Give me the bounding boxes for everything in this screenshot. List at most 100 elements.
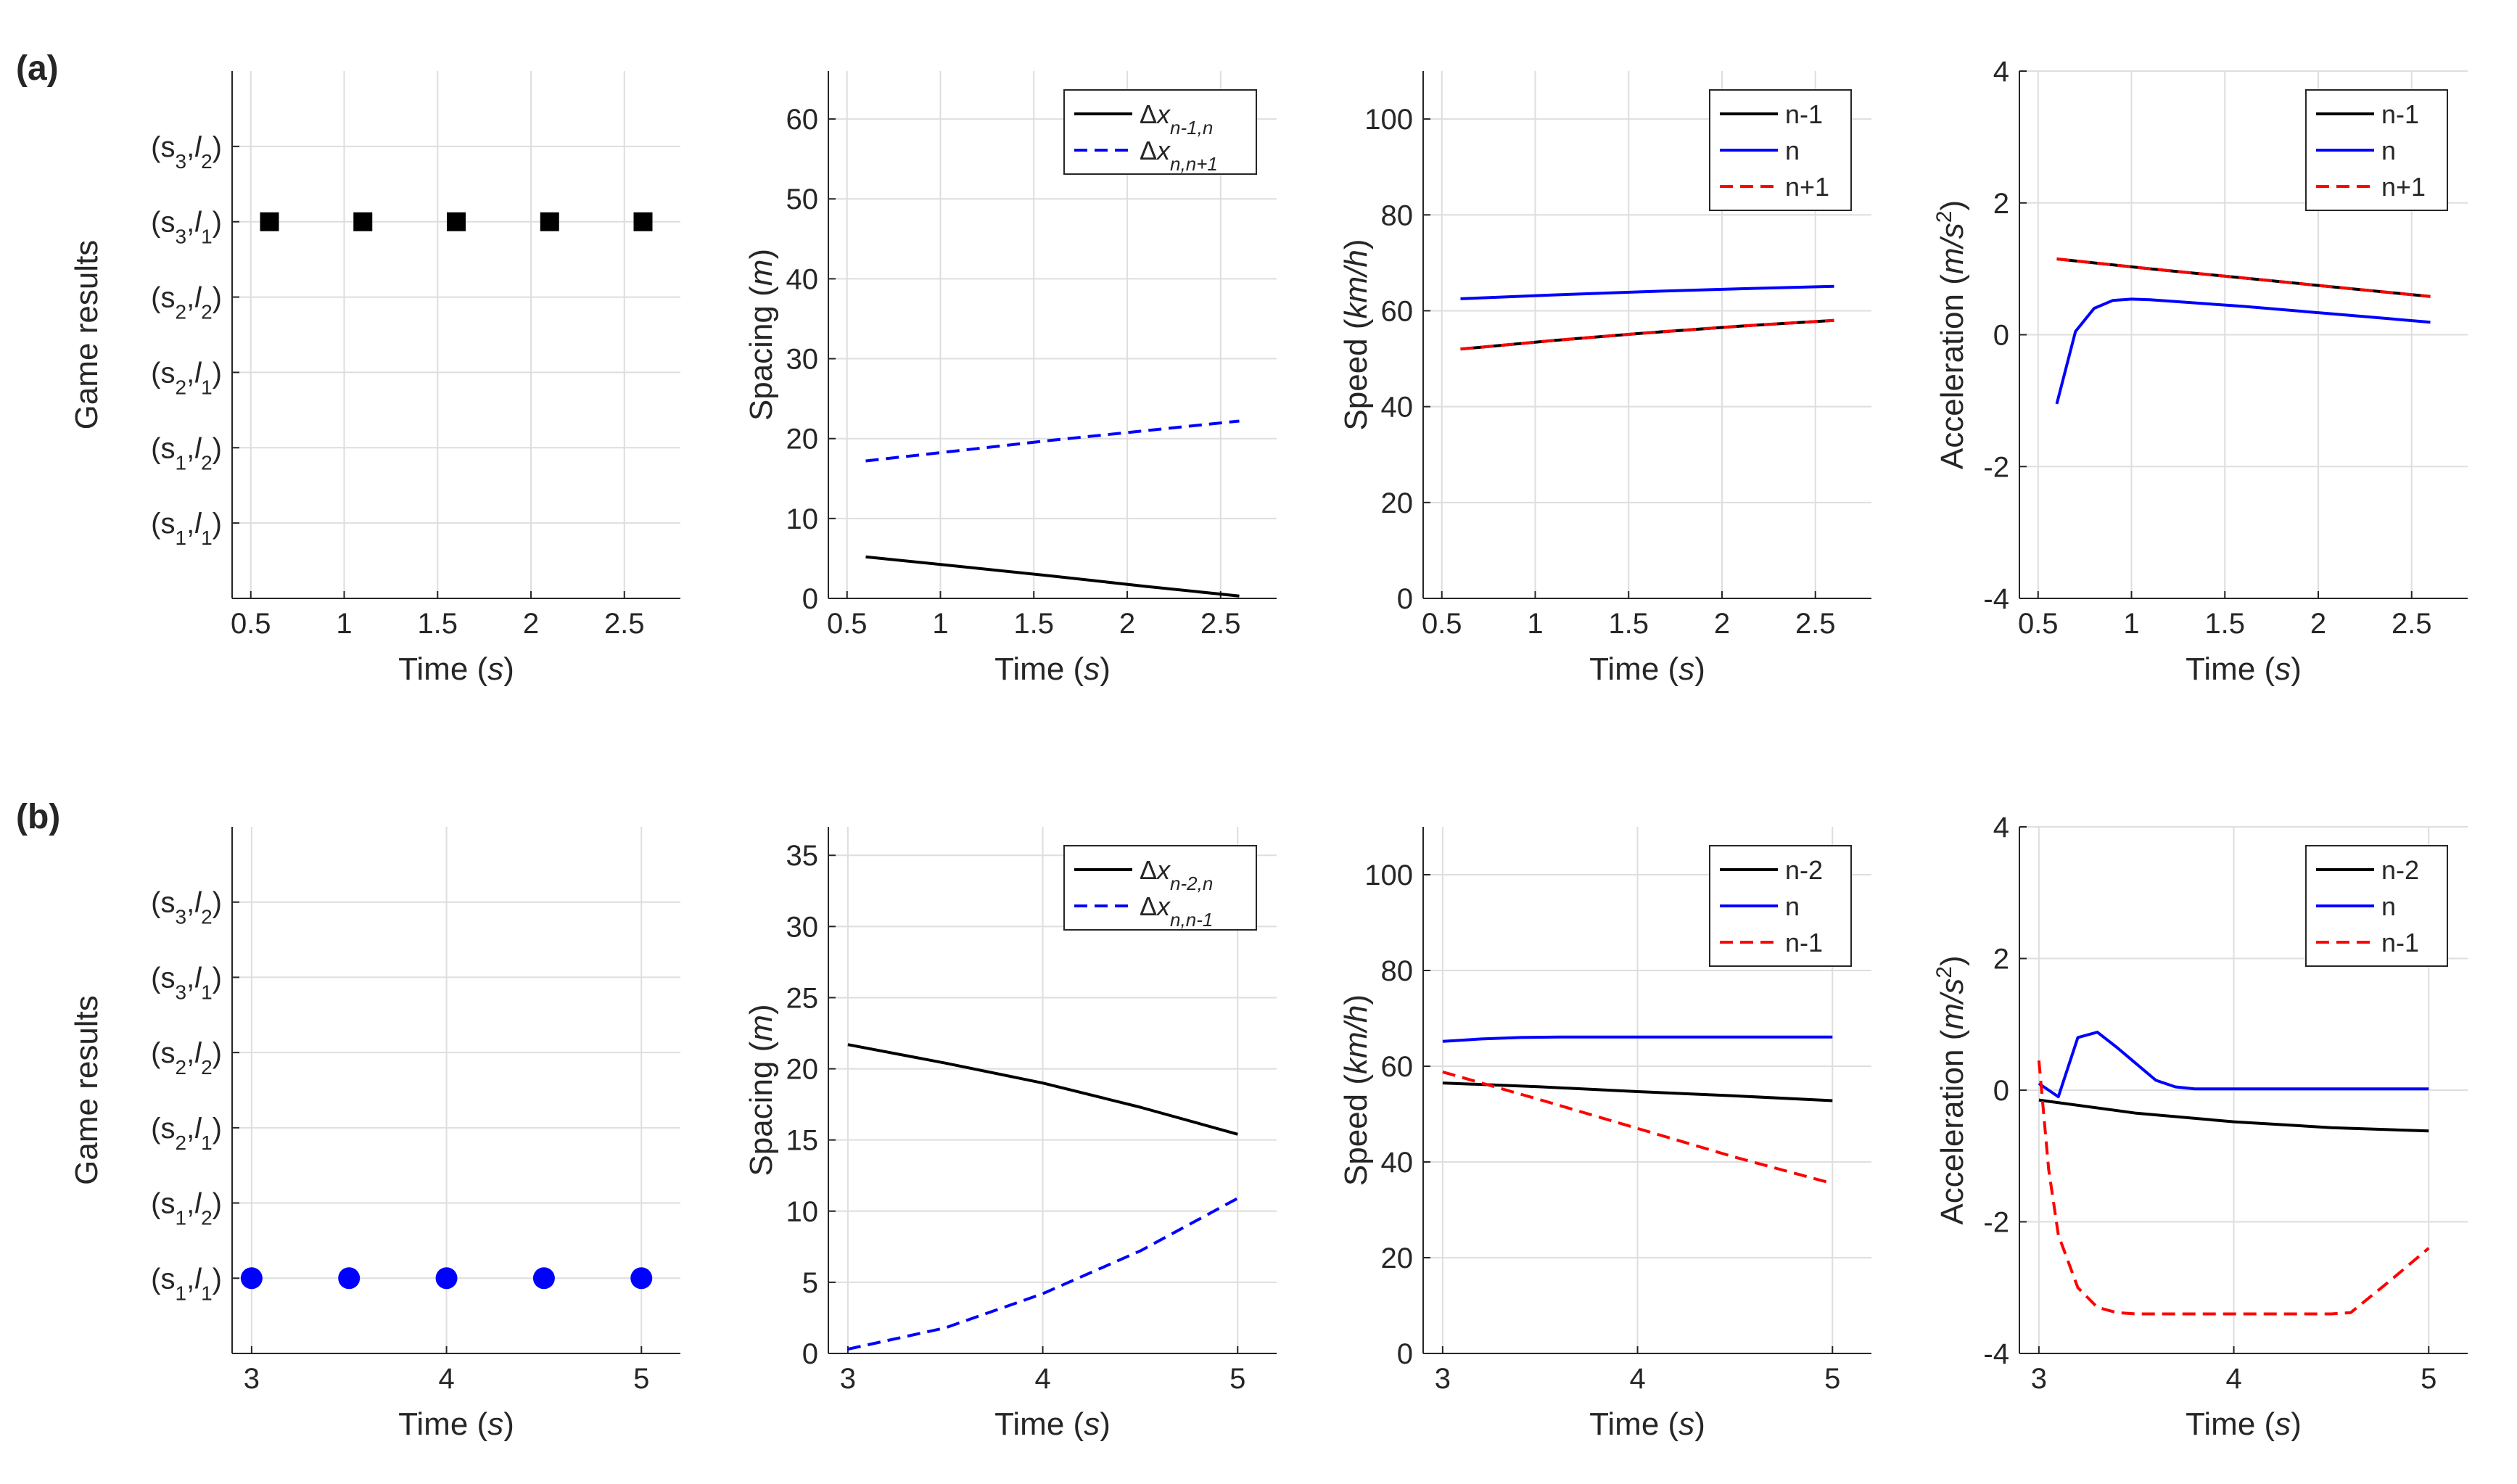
chart-3: 0.5 1 1.5 2 2.5 0 20 40 60 80 100 Time (s) Speed (km… [1338, 71, 1871, 687]
legend-label: n+1 [2381, 172, 2426, 202]
chart-1: 0.5 1 1.5 2 2.5 (s1,l1) (s1,l2) (s2,l1) (s2,l2) (… [69, 71, 680, 687]
x-axis-label: Time (s) [2186, 1406, 2302, 1442]
y-tick-label: 80 [1381, 955, 1414, 987]
x-tick-label: 5 [633, 1363, 649, 1395]
y-tick-label: 25 [786, 982, 819, 1014]
y-axis-label: Spacing (m) [743, 249, 779, 421]
chart-8: 3 4 5 -4 -2 0 2 4 Time (s) Acceleration (m/s2) n-2… [1932, 812, 2468, 1442]
y-tick-label: (s1,l2) [151, 432, 222, 474]
x-tick-label: 1.5 [1608, 608, 1649, 640]
y-tick-label: 4 [1993, 812, 2009, 844]
series-line-2 [847, 1197, 1239, 1351]
chart-7: 3 4 5 0 20 40 60 80 100 Time (s) Speed (km/h) n-2 nn… [1338, 827, 1871, 1442]
y-tick-label: 0 [802, 583, 818, 615]
y-tick-label: 20 [786, 424, 819, 455]
y-tick-label: (s1,l1) [151, 508, 222, 549]
y-tick-label: (s1,l2) [151, 1188, 222, 1229]
data-point-square [260, 212, 279, 231]
x-tick-label: 1.5 [417, 608, 458, 640]
y-axis-label: Speed (km/h) [1338, 994, 1374, 1186]
legend-label: n [2381, 891, 2396, 921]
y-tick-label: 30 [786, 911, 819, 943]
x-axis-label: Time (s) [398, 1406, 514, 1442]
y-tick-label: 100 [1364, 860, 1413, 891]
series-line-2 [2038, 1031, 2429, 1099]
y-axis-label: Speed (km/h) [1338, 239, 1374, 430]
data-point-square [447, 212, 466, 231]
y-axis-label: Acceleration (m/s2) [1932, 955, 1971, 1224]
y-tick-label: 2 [1993, 944, 2009, 976]
x-tick-label: 1 [932, 608, 948, 640]
chart-4: 0.5 1 1.5 2 2.5 -4 -2 0 2 4 Time (s) Acceleration (… [1932, 56, 2468, 687]
legend-label: Δxn,n+1 [1140, 136, 1218, 175]
y-tick-label: 10 [786, 503, 819, 535]
series-line-1 [865, 555, 1240, 598]
chart-6: 3 4 5 0 5 10 15 20 25 30 35 Time (s) Spacing (m) Δxn-… [743, 827, 1277, 1442]
legend-label: n-1 [2381, 99, 2419, 129]
series-line-2 [865, 419, 1240, 463]
x-tick-label: 5 [1229, 1363, 1245, 1395]
x-axis-label: Time (s) [2186, 651, 2302, 687]
y-tick-label: (s3,l1) [151, 962, 222, 1003]
y-tick-label: 40 [1381, 1147, 1414, 1179]
series-line-3 [1442, 1070, 1833, 1185]
x-tick-label: 4 [1629, 1363, 1645, 1395]
chart-5: 3 4 5 (s1,l1) (s1,l2) (s2,l1) (s2,l2) (s3,l1) (s… [69, 827, 680, 1442]
x-tick-label: 0.5 [827, 608, 868, 640]
legend-label: n-1 [1785, 99, 1823, 129]
y-tick-label: 0 [1397, 1338, 1413, 1370]
data-point-circle [240, 1267, 263, 1290]
y-tick-label: (s2,l1) [151, 357, 222, 398]
panel-label-a: (a) [16, 49, 59, 88]
y-axis-label: Game results [69, 995, 104, 1185]
x-tick-label: 0.5 [231, 608, 271, 640]
data-point-circle [338, 1267, 361, 1290]
y-tick-label: 0 [802, 1338, 818, 1370]
x-tick-label: 2.5 [604, 608, 645, 640]
x-tick-label: 5 [1824, 1363, 1840, 1395]
series-line-2 [1460, 284, 1834, 300]
y-tick-label: (s3,l2) [151, 131, 222, 173]
x-tick-label: 3 [244, 1363, 260, 1395]
x-tick-label: 3 [1435, 1363, 1451, 1395]
y-tick-label: (s2,l2) [151, 1037, 222, 1079]
x-tick-label: 4 [2225, 1363, 2241, 1395]
y-tick-label: 10 [786, 1196, 819, 1228]
data-point-square [633, 212, 653, 231]
y-tick-label: 20 [1381, 1242, 1414, 1274]
x-axis-label: Time (s) [994, 1406, 1111, 1442]
x-tick-label: 1.5 [2204, 608, 2245, 640]
y-tick-label: -4 [1983, 1338, 2009, 1370]
y-tick-label: -4 [1983, 583, 2009, 615]
x-tick-label: 1 [2123, 608, 2139, 640]
y-tick-label: -2 [1983, 1207, 2009, 1239]
y-tick-label: 5 [802, 1267, 818, 1299]
x-tick-label: 3 [840, 1363, 856, 1395]
legend-label: n [1785, 136, 1800, 165]
x-axis-label: Time (s) [398, 651, 514, 687]
x-axis-label: Time (s) [1589, 651, 1705, 687]
legend-label: n-1 [2381, 928, 2419, 957]
y-tick-label: (s3,l1) [151, 207, 222, 248]
y-axis-label: Acceleration (m/s2) [1932, 200, 1971, 469]
x-axis-label: Time (s) [994, 651, 1111, 687]
y-tick-label: 30 [786, 344, 819, 376]
legend-label: Δxn,n-1 [1140, 891, 1213, 931]
legend-label: n [2381, 136, 2396, 165]
legend-label: n-1 [1785, 928, 1823, 957]
y-tick-label: 4 [1993, 56, 2009, 88]
x-tick-label: 2 [1119, 608, 1135, 640]
plot-area [232, 71, 680, 598]
y-tick-label: 60 [786, 104, 819, 136]
legend-box [1063, 89, 1257, 175]
y-tick-label: 60 [1381, 1051, 1414, 1083]
series-line-1 [1442, 1081, 1833, 1102]
x-tick-label: 4 [1034, 1363, 1050, 1395]
y-axis-label: Game results [69, 240, 104, 430]
x-tick-label: 2.5 [2392, 608, 2432, 640]
y-tick-label: 60 [1381, 295, 1414, 327]
x-tick-label: 0.5 [1422, 608, 1462, 640]
series-line-3 [2037, 1060, 2430, 1316]
y-tick-label: (s2,l2) [151, 282, 222, 323]
y-tick-label: 50 [786, 184, 819, 215]
